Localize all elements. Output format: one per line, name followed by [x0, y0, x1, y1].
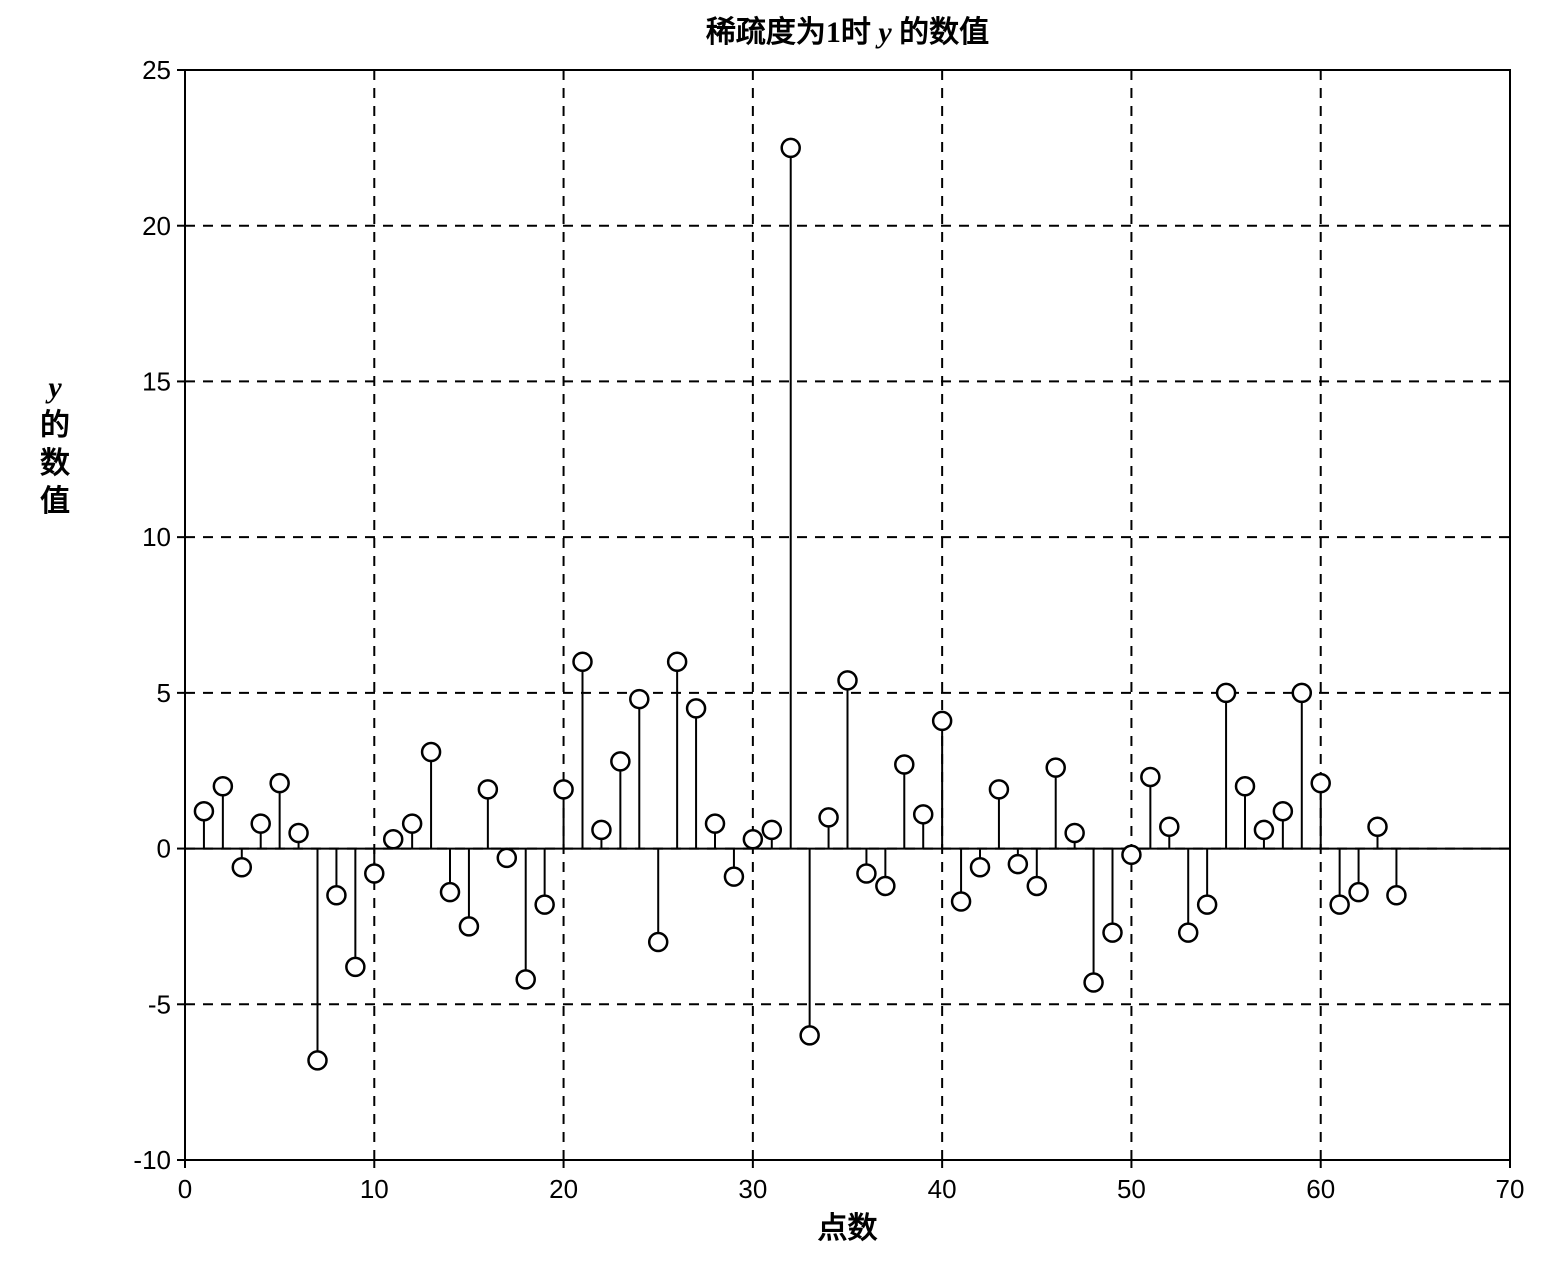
stem-marker — [1028, 877, 1046, 895]
stem-marker — [725, 868, 743, 886]
stem-marker — [536, 896, 554, 914]
ytick-label: 20 — [142, 211, 171, 241]
ytick-label: 0 — [157, 834, 171, 864]
stem-marker — [422, 743, 440, 761]
x-axis-label: 点数 — [818, 1212, 879, 1245]
stem-marker — [555, 780, 573, 798]
stem-marker — [952, 893, 970, 911]
stem-marker — [706, 815, 724, 833]
stem-marker — [290, 824, 308, 842]
stem-marker — [498, 849, 516, 867]
stem-marker — [1274, 802, 1292, 820]
stem-marker — [327, 886, 345, 904]
stem-marker — [403, 815, 421, 833]
stem-marker — [1255, 821, 1273, 839]
stem-marker — [933, 712, 951, 730]
xtick-label: 70 — [1496, 1174, 1525, 1204]
stem-marker — [876, 877, 894, 895]
stem-marker — [763, 821, 781, 839]
stem-marker — [668, 653, 686, 671]
xtick-label: 10 — [360, 1174, 389, 1204]
stem-marker — [801, 1026, 819, 1044]
xtick-label: 40 — [928, 1174, 957, 1204]
xtick-label: 30 — [738, 1174, 767, 1204]
y-axis-label-char: 值 — [40, 485, 70, 518]
stem-marker — [1217, 684, 1235, 702]
ytick-label: -10 — [133, 1145, 171, 1175]
stem-marker — [1104, 924, 1122, 942]
stem-marker — [1009, 855, 1027, 873]
stem-marker — [384, 830, 402, 848]
stem-marker — [346, 958, 364, 976]
stem-marker — [1236, 777, 1254, 795]
ytick-label: -5 — [148, 989, 171, 1019]
stem-marker — [195, 802, 213, 820]
stem-marker — [857, 864, 875, 882]
stem-marker — [233, 858, 251, 876]
stem-marker — [1085, 973, 1103, 991]
stem-marker — [441, 883, 459, 901]
stem-marker — [971, 858, 989, 876]
stem-marker — [1198, 896, 1216, 914]
stem-marker — [214, 777, 232, 795]
stem-marker — [1369, 818, 1387, 836]
stem-marker — [252, 815, 270, 833]
xtick-label: 50 — [1117, 1174, 1146, 1204]
chart-title: 稀疏度为1时 y 的数值 — [706, 15, 989, 49]
stem-marker — [1312, 774, 1330, 792]
stem-marker — [460, 917, 478, 935]
stem-marker — [1179, 924, 1197, 942]
stem-marker — [630, 690, 648, 708]
xtick-label: 0 — [178, 1174, 192, 1204]
ytick-label: 15 — [142, 367, 171, 397]
stem-marker — [1350, 883, 1368, 901]
stem-marker — [309, 1051, 327, 1069]
stem-marker — [271, 774, 289, 792]
ytick-label: 10 — [142, 522, 171, 552]
stem-marker — [1066, 824, 1084, 842]
stem-marker — [1160, 818, 1178, 836]
stem-marker — [1387, 886, 1405, 904]
stem-marker — [990, 780, 1008, 798]
stem-marker — [1331, 896, 1349, 914]
xtick-label: 60 — [1306, 1174, 1335, 1204]
stem-marker — [820, 808, 838, 826]
y-axis-label-char: y — [45, 371, 62, 404]
stem-marker — [517, 970, 535, 988]
stem-marker — [1047, 759, 1065, 777]
y-axis-label-char: 数 — [40, 447, 71, 480]
y-axis-label-char: 的 — [40, 409, 70, 442]
stem-marker — [1122, 846, 1140, 864]
stem-marker — [574, 653, 592, 671]
stem-marker — [365, 864, 383, 882]
xtick-label: 20 — [549, 1174, 578, 1204]
stem-marker — [914, 805, 932, 823]
ytick-label: 5 — [157, 678, 171, 708]
stem-marker — [839, 671, 857, 689]
stem-marker — [649, 933, 667, 951]
stem-marker — [1293, 684, 1311, 702]
stem-marker — [895, 755, 913, 773]
stem-marker — [592, 821, 610, 839]
stem-marker — [687, 699, 705, 717]
stem-marker — [611, 752, 629, 770]
stem-marker — [744, 830, 762, 848]
chart-container: 0 10 20 30 40 50 60 70 -10 -5 0 5 10 15 20 25 稀疏度为1时 y 的… — [0, 0, 1557, 1270]
stem-marker — [479, 780, 497, 798]
stem-plot: 0 10 20 30 40 50 60 70 -10 -5 0 5 10 15 20 25 稀疏度为1时 y 的… — [0, 0, 1557, 1270]
stem-marker — [1141, 768, 1159, 786]
stem-marker — [782, 139, 800, 157]
ytick-label: 25 — [142, 55, 171, 85]
